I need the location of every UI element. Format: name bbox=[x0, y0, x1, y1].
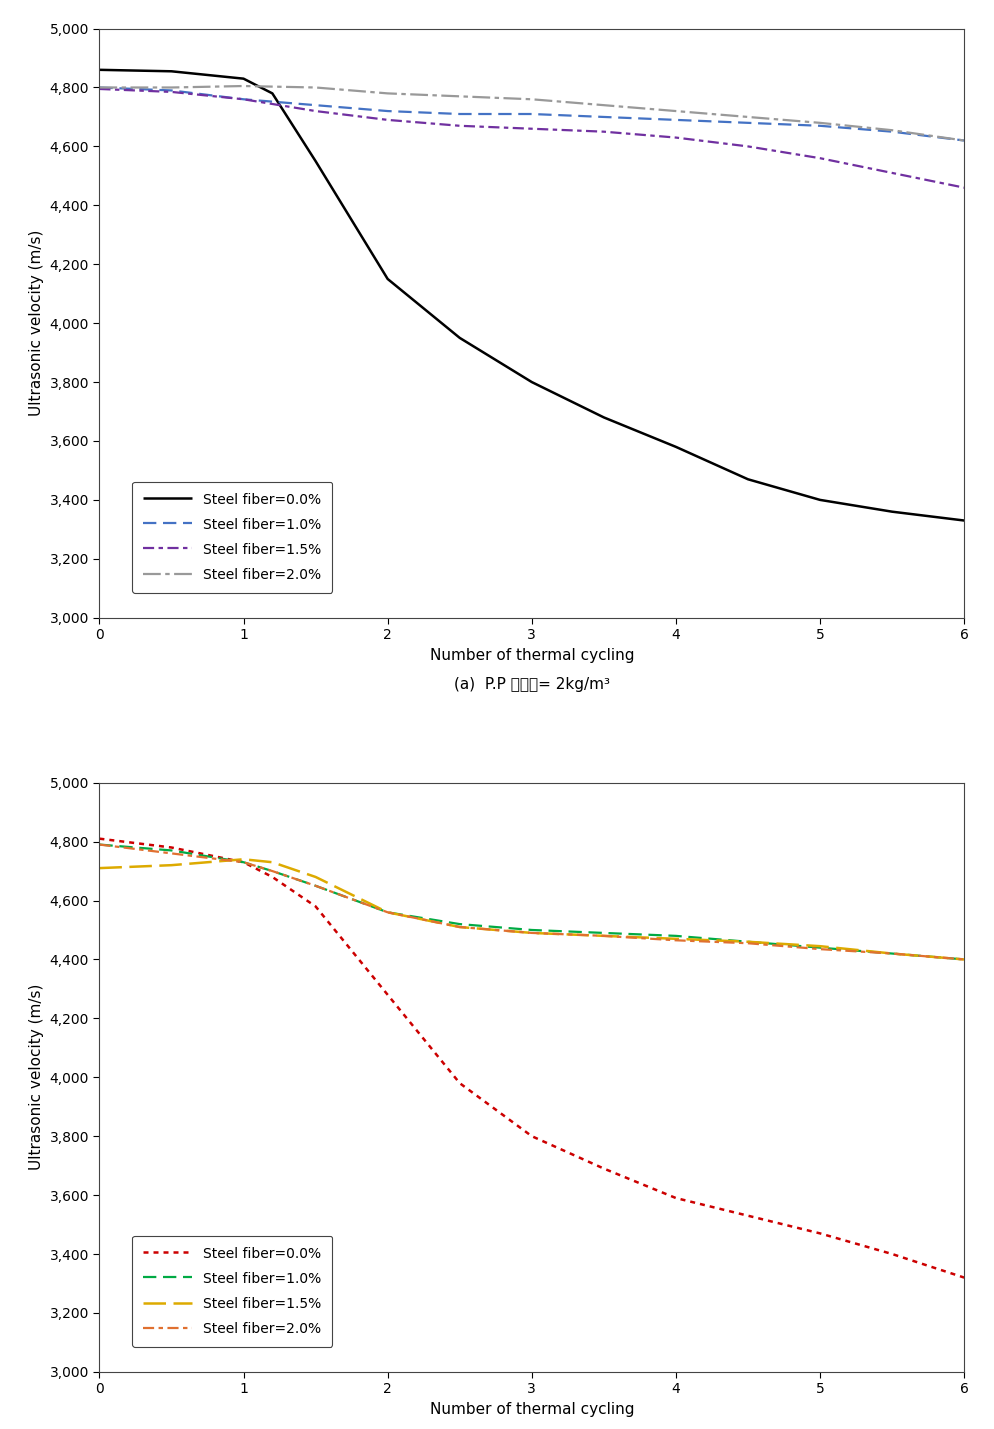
Y-axis label: Ultrasonic velocity (m/s): Ultrasonic velocity (m/s) bbox=[29, 230, 44, 416]
X-axis label: Number of thermal cycling: Number of thermal cycling bbox=[429, 647, 634, 663]
Y-axis label: Ultrasonic velocity (m/s): Ultrasonic velocity (m/s) bbox=[29, 985, 44, 1170]
Text: (a)  P.P 섬유량= 2kg/m³: (a) P.P 섬유량= 2kg/m³ bbox=[454, 677, 609, 692]
Legend: Steel fiber=0.0%, Steel fiber=1.0%, Steel fiber=1.5%, Steel fiber=2.0%: Steel fiber=0.0%, Steel fiber=1.0%, Stee… bbox=[132, 482, 332, 593]
Legend: Steel fiber=0.0%, Steel fiber=1.0%, Steel fiber=1.5%, Steel fiber=2.0%: Steel fiber=0.0%, Steel fiber=1.0%, Stee… bbox=[132, 1236, 332, 1348]
X-axis label: Number of thermal cycling: Number of thermal cycling bbox=[429, 1402, 634, 1416]
